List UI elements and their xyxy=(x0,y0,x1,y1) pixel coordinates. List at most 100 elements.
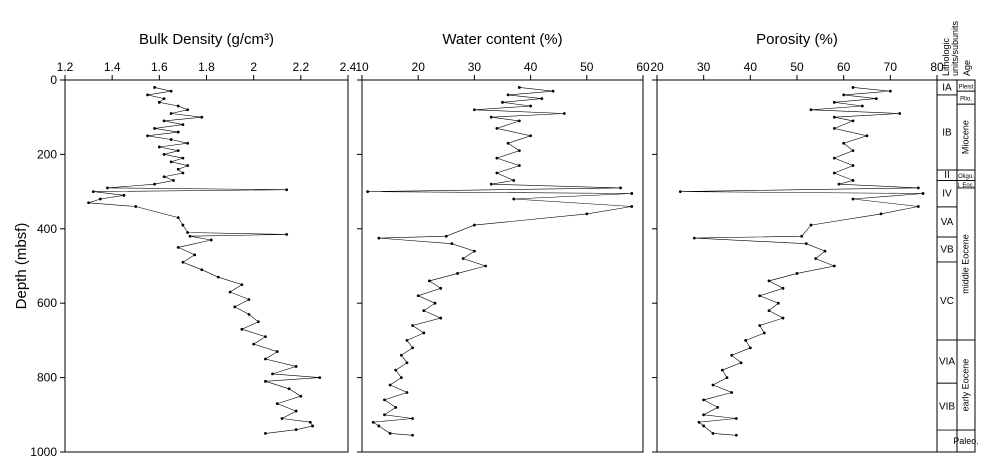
data-point xyxy=(377,424,381,428)
data-point xyxy=(921,192,925,195)
data-point xyxy=(809,223,813,227)
age-label: early Eocene xyxy=(960,359,970,412)
unit-label: IA xyxy=(942,82,952,93)
data-point xyxy=(879,212,883,216)
data-point xyxy=(216,275,220,279)
data-point xyxy=(285,188,289,192)
data-point xyxy=(181,123,185,127)
data-point xyxy=(275,350,279,353)
data-point xyxy=(781,316,785,320)
data-point xyxy=(428,279,431,283)
data-point xyxy=(264,432,267,435)
data-point xyxy=(678,190,682,194)
data-point xyxy=(730,391,734,394)
data-point xyxy=(285,232,289,236)
data-point xyxy=(98,197,102,201)
litho-header: Lithologic xyxy=(941,37,951,76)
data-point xyxy=(411,433,414,437)
data-point xyxy=(814,257,818,260)
data-point xyxy=(264,379,267,383)
panel-title: Porosity (%) xyxy=(756,31,838,48)
unit-label: VIA xyxy=(939,357,955,368)
data-point xyxy=(169,112,173,115)
data-point xyxy=(744,339,748,342)
data-point xyxy=(495,156,499,160)
age-label: l. Eoc. xyxy=(958,183,975,189)
data-point xyxy=(842,141,846,145)
data-point xyxy=(181,223,185,227)
x-tick-label: 20 xyxy=(412,60,426,74)
data-point xyxy=(702,413,706,417)
data-point xyxy=(692,236,696,240)
data-point xyxy=(176,167,180,171)
data-point xyxy=(422,331,426,335)
x-tick-label: 30 xyxy=(468,60,482,74)
data-point xyxy=(383,413,386,417)
data-point xyxy=(275,402,279,406)
data-point xyxy=(366,190,370,194)
age-header: Age xyxy=(962,60,972,76)
data-point xyxy=(529,134,532,138)
age-label: Oligo. xyxy=(958,174,974,180)
x-tick-label: 60 xyxy=(636,60,650,74)
data-point xyxy=(176,246,180,249)
data-point xyxy=(233,305,237,309)
data-point xyxy=(456,272,459,275)
x-tick-label: 20 xyxy=(650,60,664,74)
data-point xyxy=(748,346,752,350)
y-tick-label: 600 xyxy=(37,296,57,310)
panel-title: Water content (%) xyxy=(442,31,562,48)
data-point xyxy=(181,260,185,264)
data-point xyxy=(450,242,454,246)
data-point xyxy=(730,353,734,357)
data-point xyxy=(484,264,488,268)
data-point xyxy=(377,236,381,240)
data-point xyxy=(422,309,426,313)
data-point xyxy=(832,264,836,268)
data-point xyxy=(176,130,180,134)
x-tick-label: 50 xyxy=(580,60,594,74)
data-point xyxy=(585,212,589,216)
data-point xyxy=(172,179,175,182)
data-point xyxy=(832,156,836,160)
data-point xyxy=(399,353,403,357)
data-point xyxy=(200,268,204,272)
data-point xyxy=(781,286,785,290)
data-point xyxy=(630,192,634,195)
data-point xyxy=(711,432,715,435)
data-point xyxy=(294,428,298,432)
data-point xyxy=(122,193,126,197)
data-point xyxy=(762,331,766,335)
age-label: Paleo. xyxy=(953,436,979,446)
data-point xyxy=(506,141,510,145)
data-point xyxy=(162,153,166,156)
data-point xyxy=(489,115,493,119)
profile-line xyxy=(367,87,632,436)
data-point xyxy=(506,93,510,97)
age-label: Plio. xyxy=(960,97,972,103)
data-point xyxy=(405,391,409,394)
data-point xyxy=(702,424,706,428)
data-point xyxy=(832,100,836,104)
data-point xyxy=(87,201,90,205)
data-point xyxy=(157,100,161,104)
litho-header: units/subunits xyxy=(950,20,960,76)
x-tick-label: 2 xyxy=(250,60,257,74)
data-point xyxy=(394,405,398,409)
data-point xyxy=(758,294,762,298)
y-tick-label: 400 xyxy=(37,222,57,236)
data-point xyxy=(439,316,443,320)
data-point xyxy=(776,301,780,305)
y-tick-label: 800 xyxy=(37,371,57,385)
data-point xyxy=(91,190,95,194)
unit-label: VB xyxy=(940,244,954,255)
data-point xyxy=(916,205,920,208)
data-point xyxy=(247,312,251,316)
data-point xyxy=(619,186,622,190)
data-point xyxy=(495,171,499,175)
data-point xyxy=(562,112,566,115)
data-point xyxy=(489,182,493,186)
data-point xyxy=(176,216,180,220)
y-tick-label: 200 xyxy=(37,147,57,161)
